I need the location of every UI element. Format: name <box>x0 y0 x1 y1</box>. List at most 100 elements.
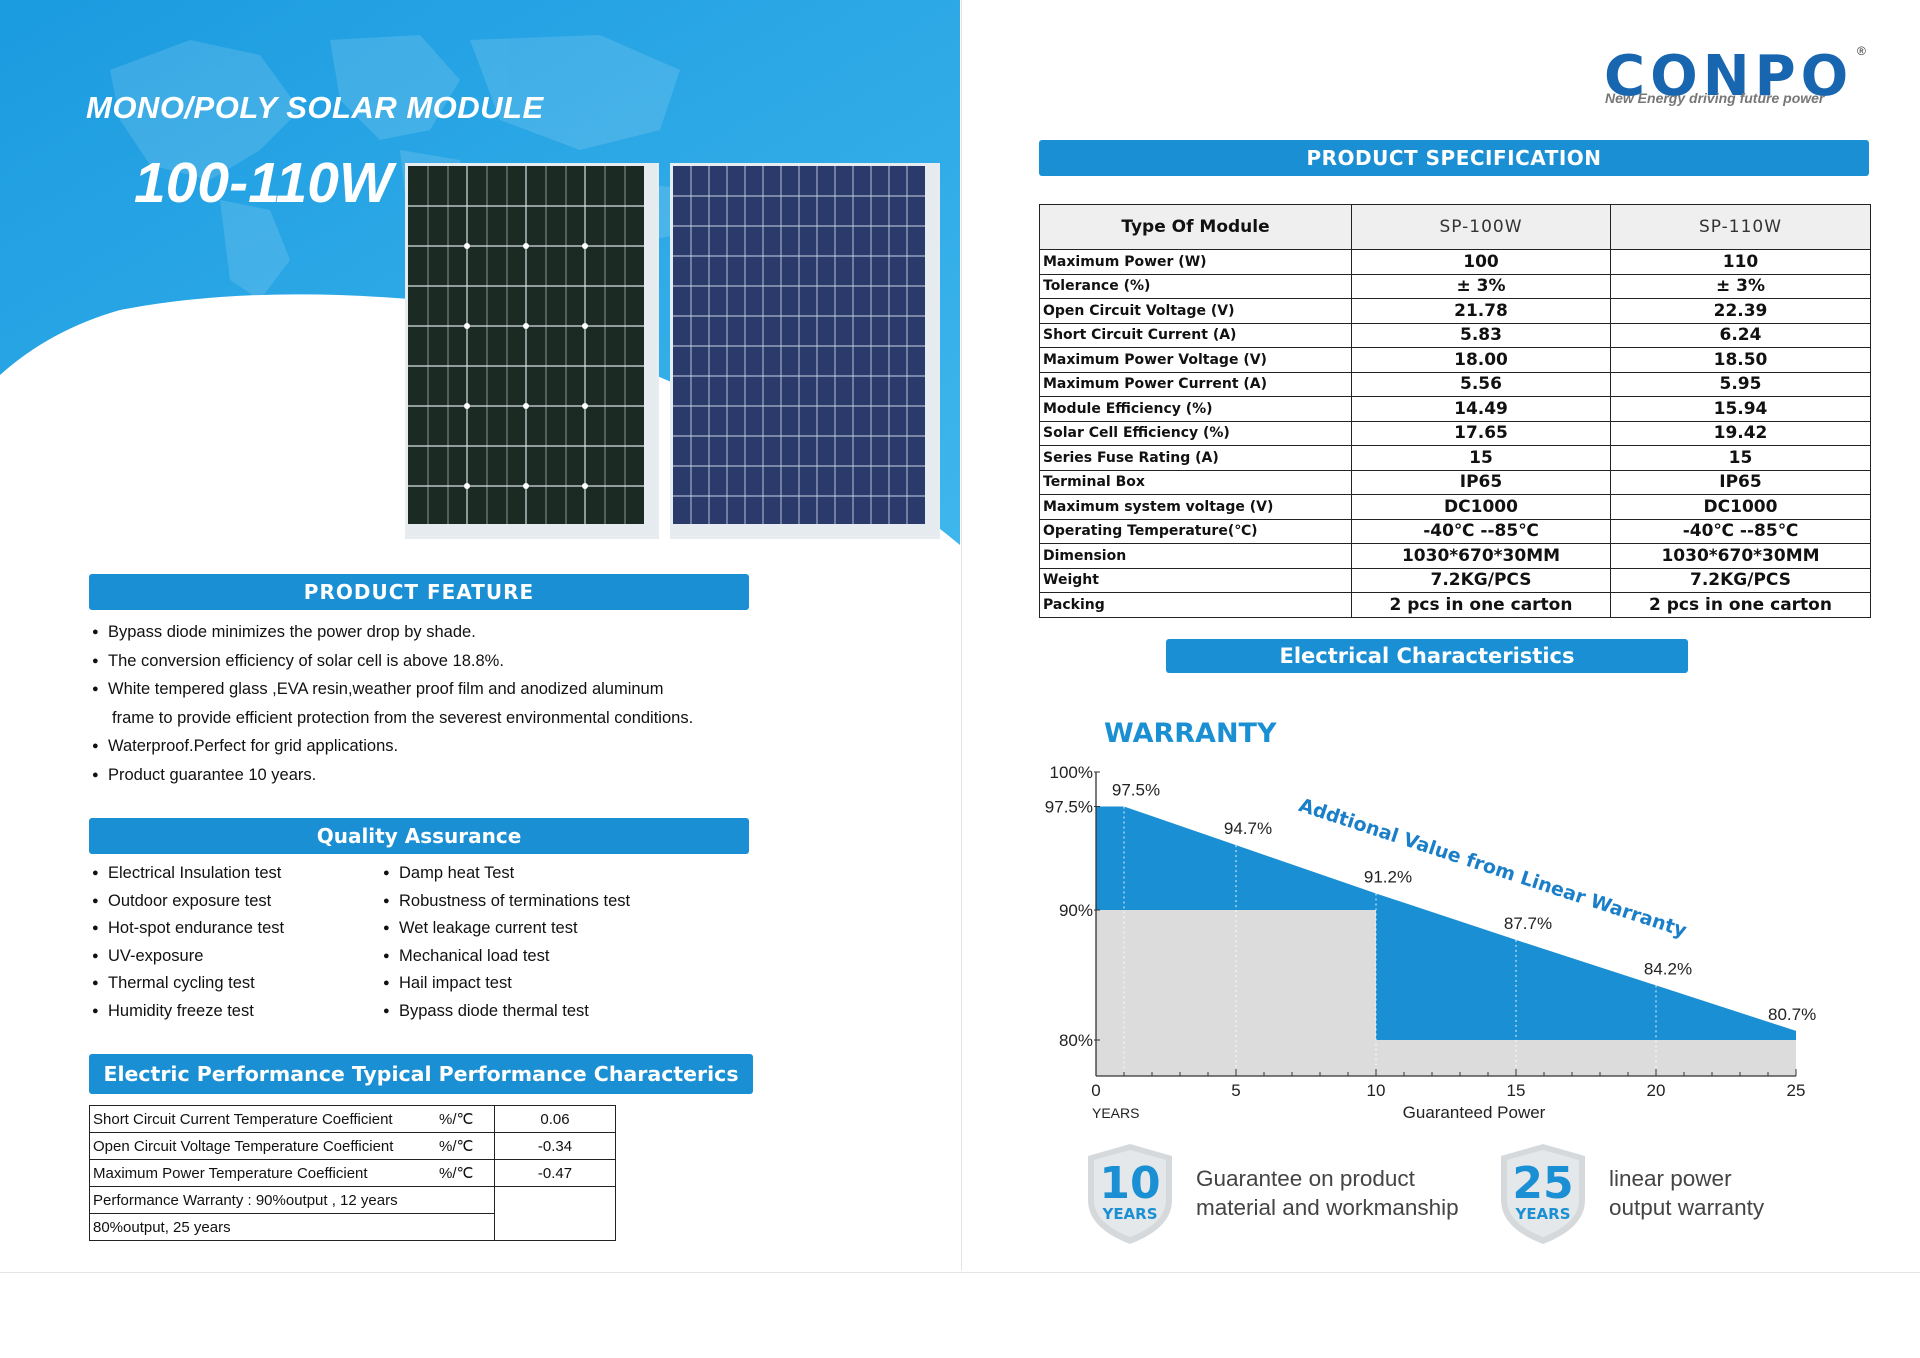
x-axis-caption: Guaranteed Power <box>1403 1103 1546 1122</box>
hero-title: 100-110W <box>134 151 393 215</box>
spec-value-cell: 100 <box>1351 249 1611 275</box>
spec-label-cell: Tolerance (%) <box>1039 273 1352 299</box>
shield-badge-icon-25: 25 YEARS <box>1501 1144 1585 1244</box>
feature-item-continuation: frame to provide efficient protection fr… <box>112 708 694 727</box>
spec-value-cell: 18.50 <box>1610 347 1871 373</box>
spec-label-cell: Weight <box>1039 567 1352 593</box>
spec-value-cell: 22.39 <box>1610 298 1871 324</box>
feature-item: Product guarantee 10 years. <box>92 761 772 790</box>
quality-test-item: Damp heat Test <box>383 860 703 888</box>
feature-item: Bypass diode minimizes the power drop by… <box>92 618 772 647</box>
x-axis-label: YEARS <box>1092 1105 1139 1121</box>
product-specification-heading: PRODUCT SPECIFICATION <box>1039 140 1869 176</box>
column-header: SP-100W <box>1351 204 1611 250</box>
data-label: 94.7% <box>1224 819 1272 838</box>
spec-label-cell: Maximum Power (W) <box>1039 249 1352 275</box>
spec-value-cell: 5.56 <box>1351 371 1611 397</box>
spec-label-cell: Module Efficiency (%) <box>1039 396 1352 422</box>
quality-test-list-right: Damp heat Test Robustness of termination… <box>383 860 703 1025</box>
badge-number: 25 <box>1512 1158 1573 1209</box>
spec-label-cell: Maximum Power Voltage (V) <box>1039 347 1352 373</box>
spec-label-cell: Dimension <box>1039 543 1352 569</box>
data-label: 97.5% <box>1112 781 1160 800</box>
mono-solar-panel-image <box>405 163 659 539</box>
quality-test-list-left: Electrical Insulation test Outdoor expos… <box>92 860 372 1025</box>
hero-subtitle: MONO/POLY SOLAR MODULE <box>86 90 544 125</box>
spec-value-cell: 17.65 <box>1351 420 1611 446</box>
spec-value-cell: ± 3% <box>1610 273 1871 299</box>
column-header: Type Of Module <box>1039 204 1352 250</box>
spec-value-cell: IP65 <box>1610 469 1871 495</box>
product-specification-table: Type Of Module SP-100W SP-110W Maximum P… <box>1039 204 1871 618</box>
spec-value-cell: 19.42 <box>1610 420 1871 446</box>
y-tick-label: 80% <box>1059 1031 1093 1050</box>
table-row: Solar Cell Efficiency (%) 17.65 19.42 <box>1039 420 1871 446</box>
spec-value-cell: 6.24 <box>1610 322 1871 348</box>
quality-test-item: Mechanical load test <box>383 943 703 971</box>
table-row: Maximum Power Temperature Coefficient %/… <box>89 1159 616 1187</box>
guarantee-25-text: linear power output warranty <box>1609 1164 1809 1222</box>
spec-value-cell: 7.2KG/PCS <box>1610 567 1871 593</box>
guarantee-line: linear power <box>1609 1166 1732 1191</box>
warranty-chart: 0 5 10 15 20 25 100% 97.5% 90% 80% 97.5% 94.7% 91.2%… <box>1045 763 1816 1122</box>
coefficient-unit: %/℃ <box>436 1132 495 1160</box>
table-row: Maximum Power (W) 100 110 <box>1039 249 1871 275</box>
table-row: Series Fuse Rating (A) 15 15 <box>1039 445 1871 471</box>
table-row: Maximum Power Voltage (V) 18.00 18.50 <box>1039 347 1871 373</box>
x-tick-label: 10 <box>1367 1081 1386 1100</box>
spec-value-cell: 21.78 <box>1351 298 1611 324</box>
quality-test-item: Robustness of terminations test <box>383 888 703 916</box>
spec-value-cell: IP65 <box>1351 469 1611 495</box>
brand-logo: CONPO <box>1604 44 1854 109</box>
table-row: Dimension 1030*670*30MM 1030*670*30MM <box>1039 543 1871 569</box>
spec-value-cell: 15 <box>1351 445 1611 471</box>
coefficient-unit: %/℃ <box>436 1159 495 1187</box>
spec-value-cell: 18.00 <box>1351 347 1611 373</box>
spec-value-cell: 15 <box>1610 445 1871 471</box>
coefficient-label: Open Circuit Voltage Temperature Coeffic… <box>89 1132 436 1160</box>
coefficient-unit: %/℃ <box>436 1105 495 1133</box>
badge-unit: YEARS <box>1514 1205 1570 1223</box>
step-warranty-area <box>1096 910 1796 1076</box>
table-row: Tolerance (%) ± 3% ± 3% <box>1039 273 1871 299</box>
product-feature-heading: PRODUCT FEATURE <box>89 574 749 610</box>
spec-value-cell: 5.95 <box>1610 371 1871 397</box>
table-row: Maximum Power Current (A) 5.56 5.95 <box>1039 371 1871 397</box>
spec-value-cell: -40℃ --85℃ <box>1610 518 1871 544</box>
x-tick-label: 25 <box>1787 1081 1806 1100</box>
data-label: 91.2% <box>1364 867 1412 886</box>
electric-performance-table: Short Circuit Current Temperature Coeffi… <box>89 1105 616 1241</box>
table-row: Open Circuit Voltage Temperature Coeffic… <box>89 1132 616 1160</box>
registered-mark: ® <box>1857 44 1866 58</box>
quality-test-item: Hot-spot endurance test <box>92 915 372 943</box>
spec-label-cell: Short Circuit Current (A) <box>1039 322 1352 348</box>
guarantee-line: Guarantee on product <box>1196 1166 1415 1191</box>
quality-assurance-heading: Quality Assurance <box>89 818 749 854</box>
spec-value-cell: 110 <box>1610 249 1871 275</box>
data-label: 84.2% <box>1644 959 1692 978</box>
spec-value-cell: DC1000 <box>1351 494 1611 520</box>
page-divider <box>961 0 962 1270</box>
linear-warranty-area <box>1096 806 1796 1040</box>
quality-test-item: Humidity freeze test <box>92 998 372 1026</box>
feature-item: Waterproof.Perfect for grid applications… <box>92 732 772 761</box>
x-tick-label: 20 <box>1647 1081 1666 1100</box>
feature-item: White tempered glass ,EVA resin,weather … <box>92 675 772 704</box>
shield-badge-icon-10: 10 YEARS <box>1088 1144 1172 1244</box>
coefficient-value: 0.06 <box>494 1105 616 1133</box>
quality-test-item: Thermal cycling test <box>92 970 372 998</box>
table-header-row: Type Of Module SP-100W SP-110W <box>1039 204 1871 250</box>
table-row: Open Circuit Voltage (V) 21.78 22.39 <box>1039 298 1871 324</box>
spec-label-cell: Open Circuit Voltage (V) <box>1039 298 1352 324</box>
table-row: Short Circuit Current Temperature Coeffi… <box>89 1105 616 1133</box>
spec-value-cell: 7.2KG/PCS <box>1351 567 1611 593</box>
guarantee-line: output warranty <box>1609 1195 1765 1220</box>
quality-test-item: Bypass diode thermal test <box>383 998 703 1026</box>
coefficient-label: Short Circuit Current Temperature Coeffi… <box>89 1105 436 1133</box>
spec-label-cell: Terminal Box <box>1039 469 1352 495</box>
spec-value-cell: 1030*670*30MM <box>1351 543 1611 569</box>
poly-solar-panel-image <box>670 163 940 539</box>
spec-label-cell: Operating Temperature(℃) <box>1039 518 1352 544</box>
y-tick-label: 90% <box>1059 901 1093 920</box>
y-tick-label: 100% <box>1050 763 1093 782</box>
